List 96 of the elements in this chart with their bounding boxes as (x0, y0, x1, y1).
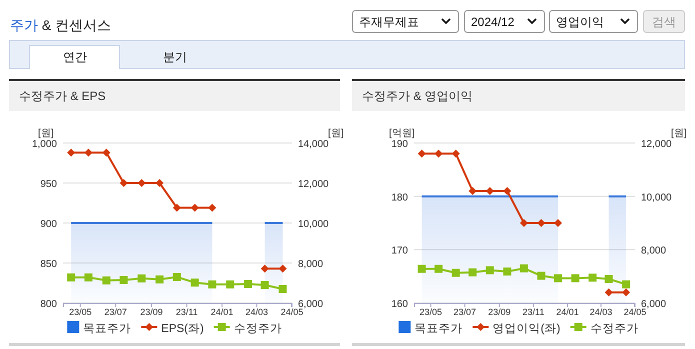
y2-tick-label: 6,000 (298, 299, 324, 310)
y2-tick-label: 14,000 (298, 139, 330, 150)
y2-tick-label: 8,000 (298, 259, 324, 270)
x-tick-label: 24/01 (210, 307, 234, 317)
y-tick-label: 190 (391, 139, 408, 150)
chart-title: 수정주가 & EPS (19, 89, 106, 103)
point (571, 274, 580, 282)
point (604, 275, 613, 283)
point (190, 204, 199, 212)
chart-title: 수정주가 & 영업이익 (362, 89, 473, 103)
point (67, 148, 76, 157)
point (452, 268, 460, 277)
y-tick-label: 170 (391, 246, 408, 257)
x-tick-label: 23/11 (522, 307, 544, 317)
text: 주가 & 컨센서스 (10, 17, 112, 33)
point (622, 288, 630, 296)
point (102, 148, 110, 157)
y2-tick-label: 12,000 (641, 139, 672, 150)
legend-label: 수정주가 (234, 323, 282, 335)
point (156, 275, 164, 284)
point (226, 280, 234, 288)
x-tick-label: 24/01 (556, 307, 579, 317)
point (418, 264, 426, 273)
x-tick-label: 23/05 (69, 307, 92, 317)
point (604, 288, 613, 296)
x-tick-label: 23/11 (176, 307, 198, 317)
point (138, 179, 146, 187)
point (537, 272, 546, 280)
y-axis-title: [원] (38, 128, 54, 139)
y-tick-label: 850 (40, 259, 58, 270)
x-tick-label: 24/03 (590, 307, 612, 317)
x-tick-label: 23/09 (488, 307, 511, 317)
y-tick-label: 180 (391, 192, 408, 204)
point (520, 264, 528, 272)
x-tick-label: 23/05 (419, 307, 442, 317)
y2-tick-label: 12,000 (298, 179, 330, 190)
x-tick-label: 23/07 (454, 307, 476, 317)
point (156, 179, 164, 187)
y-tick-label: 950 (40, 179, 58, 190)
point (208, 280, 216, 288)
point (120, 276, 128, 284)
text: 검색 (652, 15, 676, 29)
point (260, 281, 269, 289)
point (172, 204, 181, 212)
y2-tick-label: 8,000 (641, 246, 666, 257)
text: 분기 (163, 50, 187, 64)
point (434, 150, 443, 158)
y2-tick-label: 6,000 (641, 299, 666, 310)
point (486, 266, 494, 274)
point (503, 268, 512, 276)
text: 주재무제표 (359, 15, 419, 29)
legend-label: EPS(좌) (161, 323, 204, 335)
point (84, 273, 92, 282)
point (278, 264, 287, 273)
y-tick-label: 160 (391, 299, 408, 310)
point (84, 148, 92, 157)
point (622, 280, 630, 288)
point (138, 274, 146, 282)
point (260, 264, 269, 273)
point (468, 268, 477, 276)
text: 2024/12 (471, 15, 515, 29)
point (102, 276, 110, 284)
point (120, 179, 128, 187)
y2-tick-label: 10,000 (641, 192, 672, 204)
y-tick-label: 900 (40, 219, 58, 230)
x-tick-label: 24/05 (280, 307, 304, 317)
y2-axis-title: [원] (671, 128, 687, 139)
point (172, 273, 181, 281)
point (503, 187, 512, 195)
legend-label: 목표주가 (83, 323, 132, 335)
point (278, 285, 287, 293)
y-axis-title: [억원] (389, 128, 415, 139)
point (588, 274, 597, 282)
x-tick-label: 24/03 (245, 307, 268, 317)
x-tick-label: 23/09 (140, 307, 163, 317)
point (67, 273, 76, 282)
text: 영업이익 (556, 15, 604, 29)
x-tick-label: 24/05 (624, 307, 646, 317)
legend-label: 수정주가 (590, 323, 638, 335)
y-tick-label: 800 (40, 299, 58, 310)
point (208, 204, 216, 212)
point (520, 219, 528, 227)
point (452, 150, 460, 158)
y2-tick-label: 10,000 (298, 219, 330, 230)
x-tick-label: 23/07 (104, 307, 127, 317)
legend-label: 목표주가 (414, 323, 463, 335)
point (554, 274, 562, 282)
point (434, 264, 443, 273)
point (190, 278, 199, 287)
text: 연간 (63, 50, 87, 64)
legend-label: 영업이익(좌) (492, 323, 560, 335)
y-tick-label: 1,000 (32, 139, 58, 150)
point (418, 150, 426, 158)
point (244, 280, 252, 288)
y2-axis-title: [원] (328, 128, 344, 139)
point (537, 219, 546, 227)
